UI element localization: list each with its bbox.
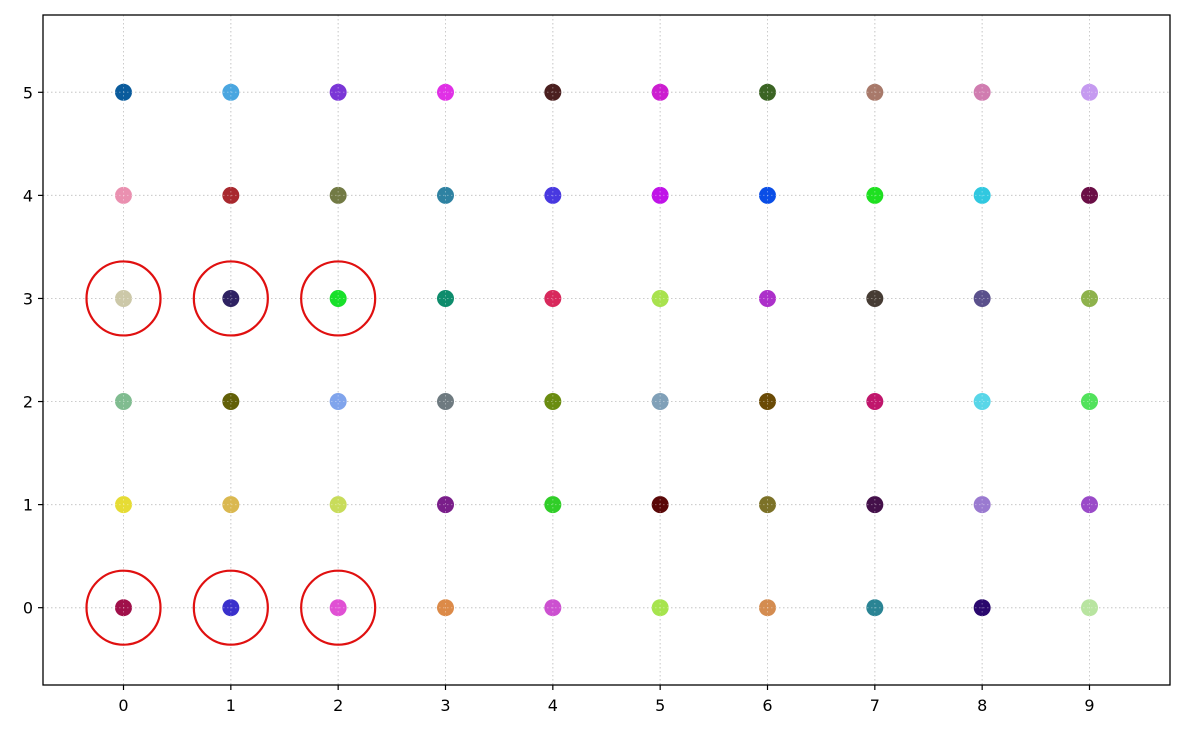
data-point — [115, 186, 132, 204]
data-point — [973, 83, 991, 101]
highlight-circles — [85, 260, 377, 646]
data-point — [329, 496, 347, 514]
data-point — [437, 83, 454, 101]
data-point — [1081, 393, 1098, 411]
data-point — [651, 599, 669, 617]
y-tick-label: 5 — [23, 83, 33, 102]
data-point — [544, 496, 562, 514]
data-point — [437, 186, 454, 204]
data-point — [866, 599, 884, 617]
highlight-circle — [300, 260, 377, 337]
data-point — [437, 393, 454, 411]
data-point — [329, 393, 347, 411]
data-point — [759, 289, 776, 307]
y-tick-label: 3 — [23, 289, 33, 308]
axis-ticks: 0 1 2 3 4 5 6 7 8 9 0 1 2 3 4 5 — [23, 83, 1095, 715]
data-point — [544, 289, 562, 307]
highlight-circle — [85, 569, 162, 646]
data-point — [866, 496, 884, 514]
data-point — [759, 599, 776, 617]
highlight-circle — [192, 260, 269, 337]
data-point — [759, 83, 776, 101]
data-point — [973, 393, 991, 411]
data-point — [329, 599, 347, 617]
data-point — [973, 289, 991, 307]
data-point — [329, 186, 347, 204]
x-tick-label: 1 — [226, 696, 236, 715]
y-tick-label: 1 — [23, 496, 33, 515]
data-point — [115, 496, 132, 514]
highlight-circle — [85, 260, 162, 337]
data-point — [866, 186, 884, 204]
x-tick-label: 6 — [762, 696, 772, 715]
data-point — [544, 393, 562, 411]
x-tick-label: 2 — [333, 696, 343, 715]
data-point — [866, 83, 884, 101]
data-point — [973, 496, 991, 514]
data-point — [115, 289, 132, 307]
data-point — [1081, 83, 1098, 101]
x-tick-label: 9 — [1084, 696, 1094, 715]
data-point — [759, 393, 776, 411]
data-point — [222, 186, 240, 204]
highlight-circle — [192, 569, 269, 646]
highlight-circle — [300, 569, 377, 646]
x-tick-label: 7 — [870, 696, 880, 715]
x-tick-label: 3 — [440, 696, 450, 715]
data-point — [544, 83, 562, 101]
data-point — [544, 599, 562, 617]
data-point — [651, 83, 669, 101]
x-tick-label: 0 — [118, 696, 128, 715]
y-tick-label: 4 — [23, 186, 33, 205]
data-point — [1081, 496, 1098, 514]
data-point — [437, 599, 454, 617]
x-tick-label: 5 — [655, 696, 665, 715]
data-point — [651, 186, 669, 204]
data-point — [866, 393, 884, 411]
data-point — [651, 393, 669, 411]
data-point — [759, 186, 776, 204]
x-tick-label: 8 — [977, 696, 987, 715]
plot-frame — [42, 14, 1171, 686]
data-point — [222, 599, 240, 617]
data-point — [115, 83, 132, 101]
y-tick-label: 2 — [23, 393, 33, 412]
data-point — [329, 83, 347, 101]
data-point — [866, 289, 884, 307]
data-points — [43, 15, 1170, 685]
data-point — [544, 186, 562, 204]
data-point — [222, 289, 240, 307]
data-point — [222, 83, 240, 101]
data-point — [437, 496, 454, 514]
data-point — [222, 496, 240, 514]
data-point — [1081, 186, 1098, 204]
data-point — [759, 496, 776, 514]
data-point — [222, 393, 240, 411]
data-point — [973, 599, 991, 617]
y-tick-label: 0 — [23, 599, 33, 618]
data-point — [115, 599, 132, 617]
data-point — [437, 289, 454, 307]
data-point — [115, 393, 132, 411]
data-point — [329, 289, 347, 307]
data-point — [1081, 599, 1098, 617]
data-point — [1081, 289, 1098, 307]
data-point — [973, 186, 991, 204]
data-point — [651, 496, 669, 514]
x-tick-label: 4 — [548, 696, 558, 715]
data-point — [651, 289, 669, 307]
